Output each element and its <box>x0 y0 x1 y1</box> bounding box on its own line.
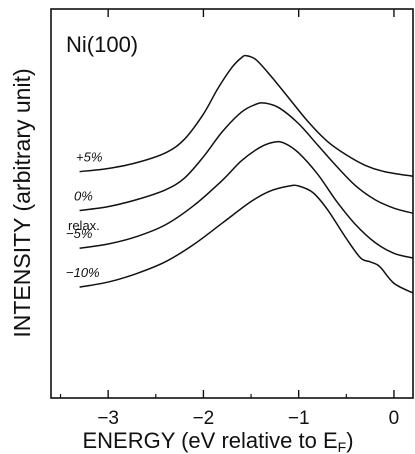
series-label: +5% <box>76 150 102 165</box>
x-axis-title-close: ) <box>346 428 353 453</box>
x-tick-label: −2 <box>193 408 215 429</box>
series-line <box>79 184 414 294</box>
x-tick-label: 0 <box>389 408 400 429</box>
series-label: −5% <box>66 226 92 241</box>
series-line <box>79 140 414 259</box>
series-line <box>79 54 414 178</box>
x-axis-title: ENERGY (eV relative to EF) <box>82 428 353 454</box>
x-axis-title-sub: F <box>338 439 347 454</box>
series-lines <box>79 54 414 294</box>
y-axis-title: INTENSITY (arbitrary unit) <box>9 68 35 337</box>
x-tick-label: −1 <box>288 408 310 429</box>
plot-frame <box>50 8 414 399</box>
series-line <box>79 102 414 214</box>
x-axis-title-main: ENERGY (eV relative to E <box>82 428 337 453</box>
series-labels: +5% 0% −5% −10% <box>66 150 102 281</box>
x-tick-label: −3 <box>97 408 119 429</box>
series-label: −10% <box>66 265 100 280</box>
legend-header: relax. <box>68 218 100 233</box>
series-label: 0% <box>74 189 93 204</box>
x-axis-ticks: −3 −2 −1 0 <box>59 9 400 429</box>
chart-title: Ni(100) <box>66 32 138 57</box>
